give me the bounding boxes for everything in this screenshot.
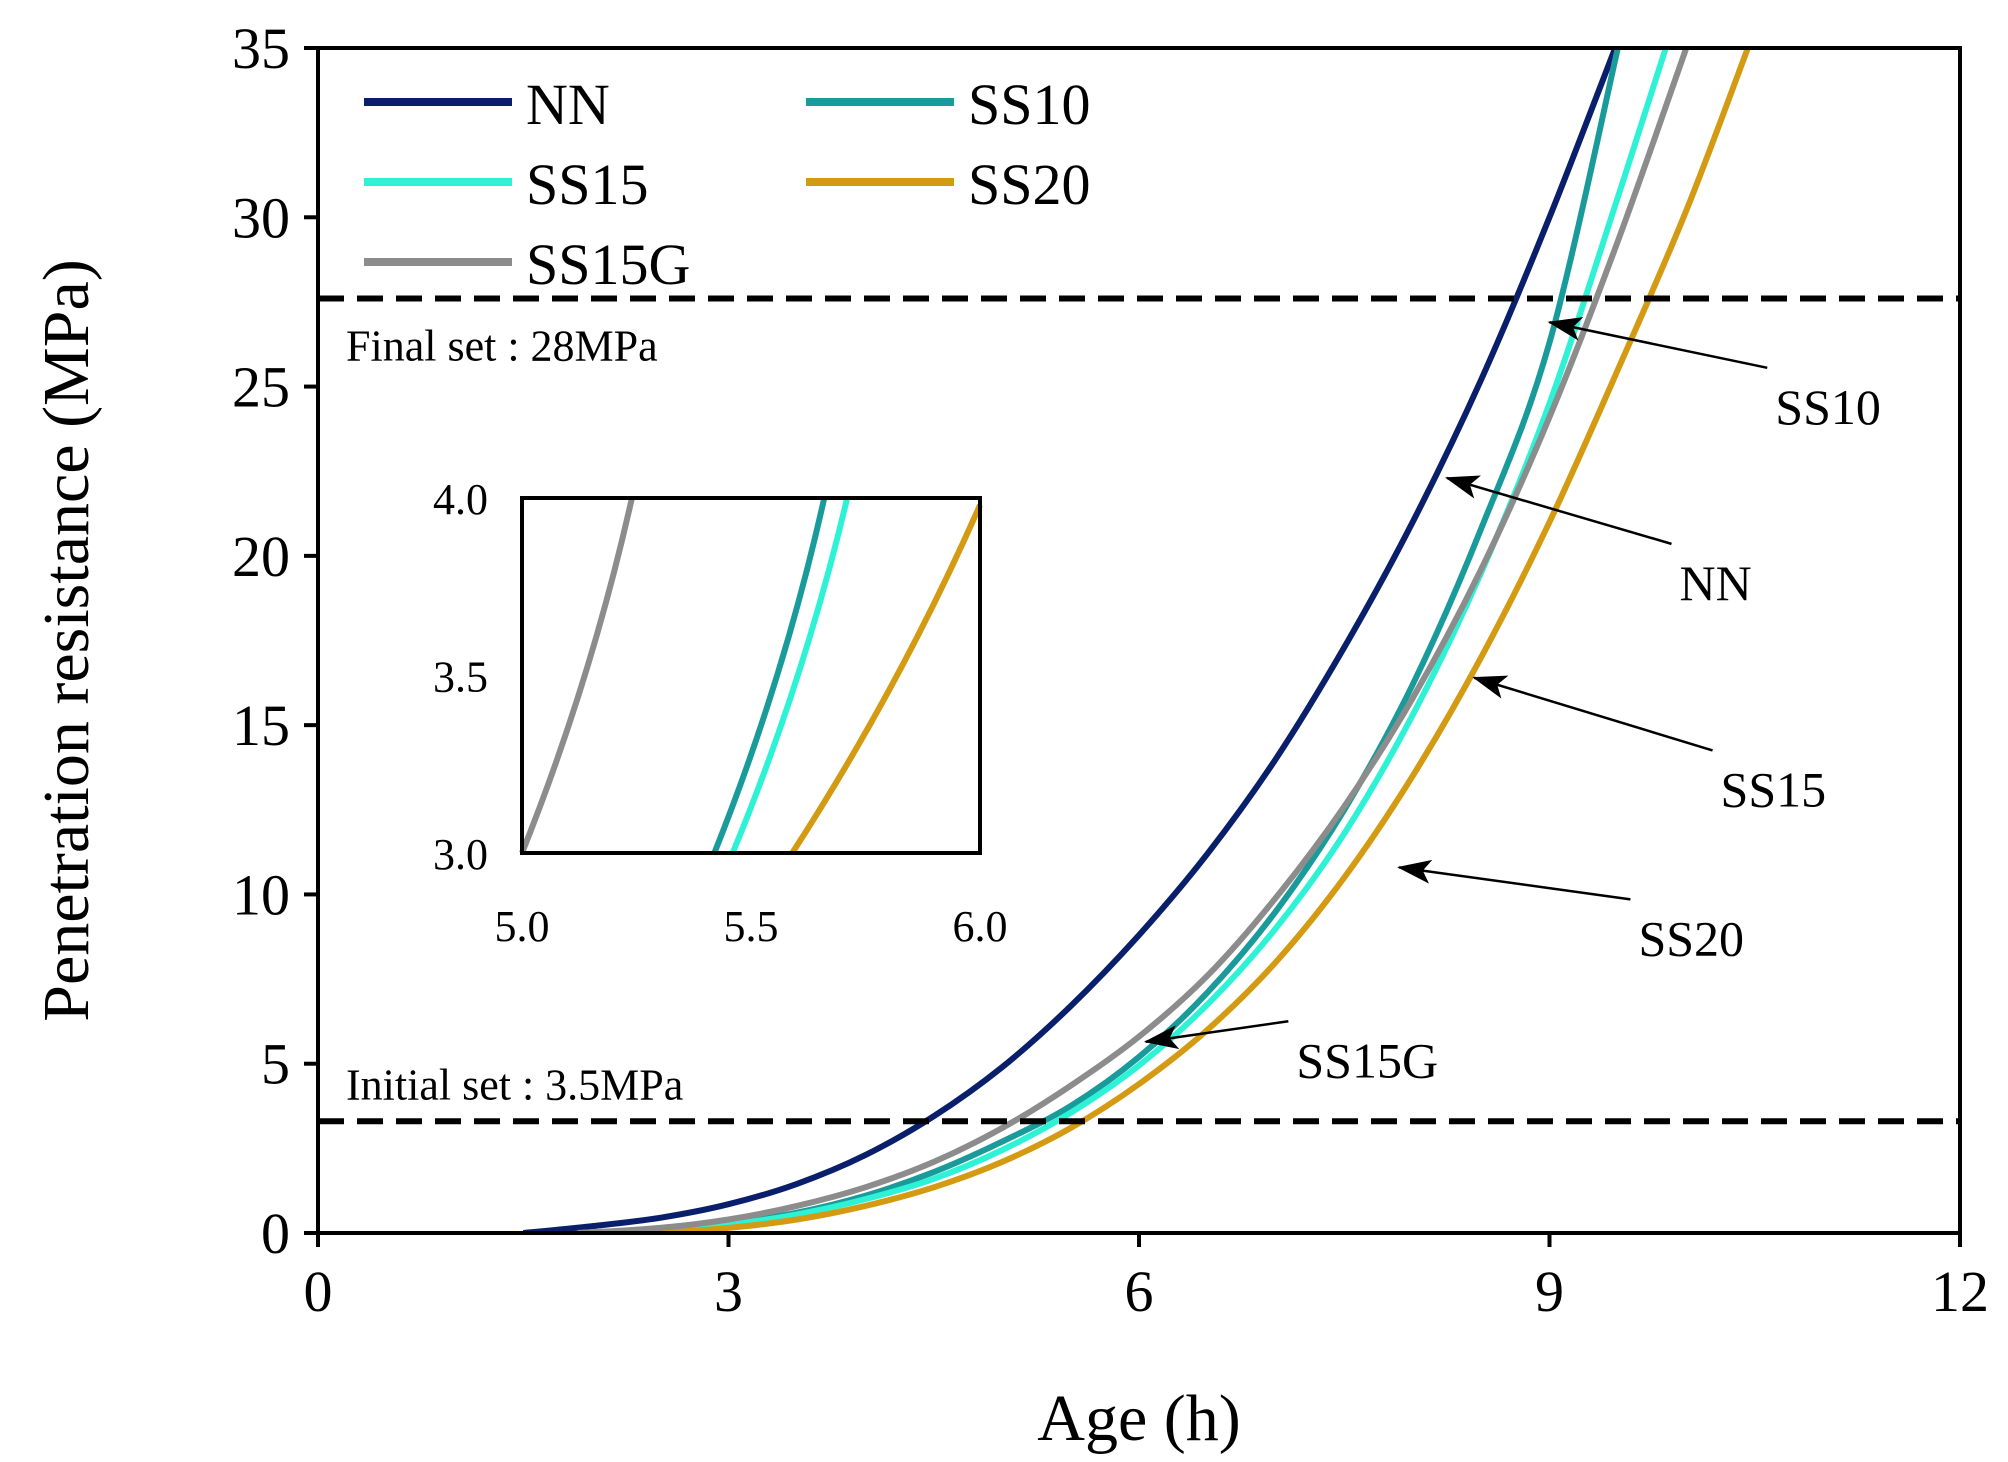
x-tick-label: 0 <box>304 1259 333 1324</box>
inset-x-tick-label: 5.0 <box>495 902 550 951</box>
annotation-arrow-ss15 <box>1472 675 1713 752</box>
series-line-ss15 <box>591 48 1669 1233</box>
inset-series-ss15g <box>519 497 635 855</box>
annotation-label-ss15g: SS15G <box>1296 1032 1438 1088</box>
annotation-label-ss10: SS10 <box>1775 379 1881 435</box>
initial-set-label: Initial set : 3.5MPa <box>346 1060 683 1109</box>
inset-y-tick-label: 3.0 <box>433 830 488 879</box>
y-tick-label: 0 <box>261 1201 290 1266</box>
series-line-nn <box>523 48 1618 1233</box>
x-tick-label: 12 <box>1931 1259 1989 1324</box>
y-tick-label: 10 <box>232 862 290 927</box>
series-line-ss15g <box>577 48 1690 1233</box>
legend-label-ss10: SS10 <box>968 72 1091 137</box>
series-line-ss20 <box>659 48 1751 1233</box>
inset-y-tick-label: 4.0 <box>433 475 488 524</box>
annotation-arrow-nn <box>1444 475 1672 546</box>
y-tick-label: 30 <box>232 185 290 250</box>
inset-x-tick-label: 5.5 <box>724 902 779 951</box>
legend-label-ss20: SS20 <box>968 152 1091 217</box>
inset-frame <box>520 496 982 855</box>
inset-y-tick-label: 3.5 <box>433 653 488 702</box>
inset-x-tick-label: 6.0 <box>953 902 1008 951</box>
annotation-arrow-ss10 <box>1547 317 1768 370</box>
inset-series-ss15 <box>729 497 851 855</box>
reference-lines: Final set : 28MPa Initial set : 3.5MPa <box>318 295 1960 1125</box>
annotations: SS10 NN SS15 SS20 SS15G <box>1143 317 1881 1088</box>
legend-label-ss15: SS15 <box>526 152 649 217</box>
x-tick-label: 3 <box>714 1259 743 1324</box>
y-tick-label: 25 <box>232 355 290 420</box>
legend-label-nn: NN <box>526 72 610 137</box>
x-axis-title: Age (h) <box>1037 1382 1240 1455</box>
inset-series-ss10 <box>711 497 828 855</box>
annotation-label-nn: NN <box>1679 555 1751 611</box>
inset-background <box>522 498 980 853</box>
annotation-arrow-ss15g <box>1143 1020 1289 1050</box>
y-axis-title: Penetration resistance (MPa) <box>30 259 103 1021</box>
y-tick-label: 5 <box>261 1032 290 1097</box>
y-tick-label: 35 <box>232 16 290 81</box>
series-curves <box>523 48 1751 1233</box>
x-tick-label: 9 <box>1535 1259 1564 1324</box>
y-tick-label: 20 <box>232 524 290 589</box>
legend: NN SS10 SS15 SS20 SS15G <box>364 72 1091 297</box>
final-set-label: Final set : 28MPa <box>346 322 658 371</box>
annotation-arrow-ss20 <box>1397 859 1631 901</box>
legend-label-ss15g: SS15G <box>526 232 690 297</box>
axes: 0 3 6 9 12 0 5 10 15 20 25 30 35 Age (h) Penetration r… <box>30 16 1989 1455</box>
annotation-label-ss20: SS20 <box>1638 910 1744 966</box>
annotation-label-ss15: SS15 <box>1721 761 1827 817</box>
y-tick-label: 15 <box>232 693 290 758</box>
x-tick-label: 6 <box>1125 1259 1154 1324</box>
inset-series-ss20 <box>789 503 983 855</box>
inset-zoom-panel: 5.0 5.5 6.0 3.0 3.5 4.0 <box>433 475 1008 951</box>
